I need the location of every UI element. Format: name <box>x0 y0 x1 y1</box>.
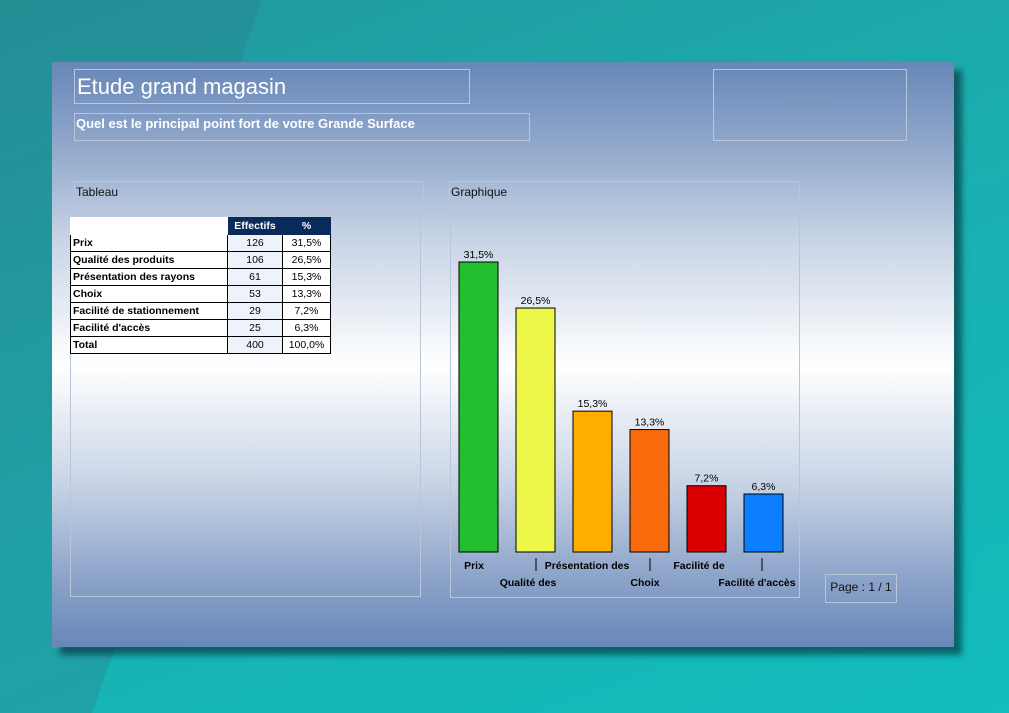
chart-category-label: Choix <box>630 577 659 589</box>
total-count: 400 <box>227 336 283 354</box>
report-title: Etude grand magasin <box>77 74 287 99</box>
row-label: Facilité d'accès <box>70 319 228 337</box>
results-table: Effectifs % Prix 126 31,5% Qualité des p… <box>70 217 331 354</box>
chart-value-label: 7,2% <box>695 473 719 485</box>
chart-bar <box>686 485 727 553</box>
table-header-count: Effectifs <box>227 217 283 235</box>
chart-bar <box>743 493 784 553</box>
subtitle-frame: Quel est le principal point fort de votr… <box>74 113 530 141</box>
row-label: Qualité des produits <box>70 251 228 269</box>
row-label: Choix <box>70 285 228 303</box>
chart-section-header: Graphique <box>449 181 800 209</box>
chart-bar <box>458 261 499 553</box>
logo-frame: Votre logo <box>713 69 907 141</box>
table-row: Présentation des rayons 61 15,3% <box>70 268 331 286</box>
row-percent: 15,3% <box>282 268 331 286</box>
chart-value-label: 13,3% <box>635 417 665 429</box>
chart-value-label: 6,3% <box>752 481 776 493</box>
chart-value-label: 31,5% <box>464 249 494 261</box>
row-count: 29 <box>227 302 283 320</box>
chart-category-label: Prix <box>464 560 484 572</box>
page-indicator: Page : 1 / 1 <box>825 574 897 603</box>
chart-category-label: Qualité des <box>500 577 557 589</box>
row-percent: 13,3% <box>282 285 331 303</box>
table-header-row: Effectifs % <box>70 217 331 235</box>
total-label: Total <box>70 336 228 354</box>
chart-category-label: Facilité d'accès <box>718 577 795 589</box>
chart-panel <box>450 215 800 598</box>
chart-value-label: 26,5% <box>521 295 551 307</box>
chart-bar <box>515 307 556 553</box>
chart-section-label: Graphique <box>451 185 508 199</box>
title-frame: Etude grand magasin <box>74 69 470 104</box>
total-percent: 100,0% <box>282 336 331 354</box>
row-count: 25 <box>227 319 283 337</box>
table-row: Choix 53 13,3% <box>70 285 331 303</box>
table-panel <box>70 215 421 597</box>
table-section-label: Tableau <box>76 185 119 199</box>
report-question: Quel est le principal point fort de votr… <box>76 116 415 131</box>
table-total-row: Total 400 100,0% <box>70 336 331 354</box>
chart-category-label: Présentation des <box>545 560 630 572</box>
table-row: Qualité des produits 106 26,5% <box>70 251 331 269</box>
table-section-header: Tableau <box>74 181 424 209</box>
bar-chart: 31,5% 26,5% 15,3% 13,3% 7,2% 6,3% Prix Qualité … <box>458 249 796 589</box>
row-label: Présentation des rayons <box>70 268 228 286</box>
chart-category-label: Facilité de <box>673 560 725 572</box>
page-indicator-text: Page : 1 / 1 <box>830 580 892 594</box>
report-page: Etude grand magasin Quel est le principa… <box>52 62 954 647</box>
logo-placeholder: Votre logo <box>787 97 833 108</box>
chart-value-label: 15,3% <box>578 398 608 410</box>
chart-bar <box>572 410 613 553</box>
table-header-label <box>70 217 228 235</box>
chart-bar <box>629 429 670 553</box>
row-percent: 31,5% <box>282 234 331 252</box>
row-label: Prix <box>70 234 228 252</box>
